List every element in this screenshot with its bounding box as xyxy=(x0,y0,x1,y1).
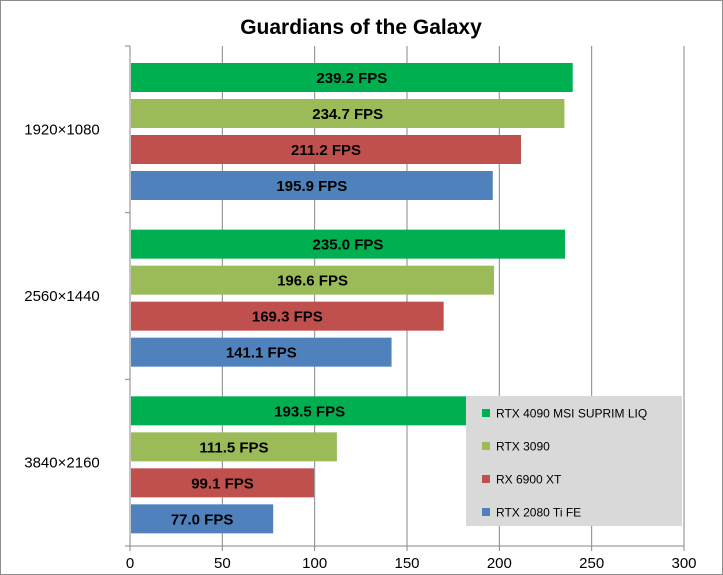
bar xyxy=(131,229,565,259)
bar-data-label: 234.7 FPS xyxy=(312,106,383,123)
x-tick-label: 100 xyxy=(302,555,327,572)
x-tick-label: 300 xyxy=(671,555,696,572)
legend-box xyxy=(466,396,682,526)
legend-label: RX 6900 XT xyxy=(496,473,562,487)
category-label: 3840×2160 xyxy=(24,455,100,472)
legend-swatch xyxy=(482,409,490,417)
legend-label: RTX 4090 MSI SUPRIM LIQ xyxy=(496,407,647,421)
legend-swatch xyxy=(482,442,490,450)
legend-swatch xyxy=(482,475,490,483)
x-tick-label: 200 xyxy=(487,555,512,572)
bar-data-label: 239.2 FPS xyxy=(316,70,387,87)
legend-label: RTX 2080 Ti FE xyxy=(496,506,581,520)
category-label: 2560×1440 xyxy=(24,288,100,305)
bar-data-label: 169.3 FPS xyxy=(252,309,323,326)
bar-data-label: 77.0 FPS xyxy=(171,511,234,528)
bar xyxy=(131,171,493,200)
bars: 239.2 FPS 234.7 FPS 211.2 FPS 195.9 FPS 235.… xyxy=(131,63,573,534)
bar xyxy=(131,301,444,331)
bar-data-label: 195.9 FPS xyxy=(276,178,347,195)
axes: 0 50 100 150 200 250 300 1920×1080 2560×1440 3840… xyxy=(24,45,697,572)
legend: RTX 4090 MSI SUPRIM LIQ RTX 3090 RX 6900 X… xyxy=(466,396,682,526)
bar xyxy=(131,135,522,164)
bar-data-label: 211.2 FPS xyxy=(291,142,361,159)
category-label: 1920×1080 xyxy=(24,121,100,138)
bar xyxy=(131,468,315,498)
bar xyxy=(131,265,495,295)
grid-lines xyxy=(221,46,685,546)
bar-data-label: 196.6 FPS xyxy=(277,273,348,290)
x-tick-label: 50 xyxy=(214,555,231,572)
x-tick-label: 0 xyxy=(126,555,134,572)
bar-data-label: 99.1 FPS xyxy=(191,475,254,492)
bar-data-label: 111.5 FPS xyxy=(199,439,268,456)
legend-swatch xyxy=(482,508,490,516)
bar-data-label: 141.1 FPS xyxy=(226,345,297,362)
bar xyxy=(131,337,392,367)
legend-label: RTX 3090 xyxy=(496,440,550,454)
bar xyxy=(131,432,337,462)
bar-data-label: 193.5 FPS xyxy=(274,403,345,420)
x-tick-label: 250 xyxy=(579,555,604,572)
bar-data-label: 235.0 FPS xyxy=(313,237,384,254)
x-tick-label: 150 xyxy=(394,555,419,572)
bar xyxy=(131,396,489,426)
bar xyxy=(131,504,274,534)
chart-title: Guardians of the Galaxy xyxy=(240,16,482,39)
bar xyxy=(131,63,573,92)
bar xyxy=(131,99,565,128)
